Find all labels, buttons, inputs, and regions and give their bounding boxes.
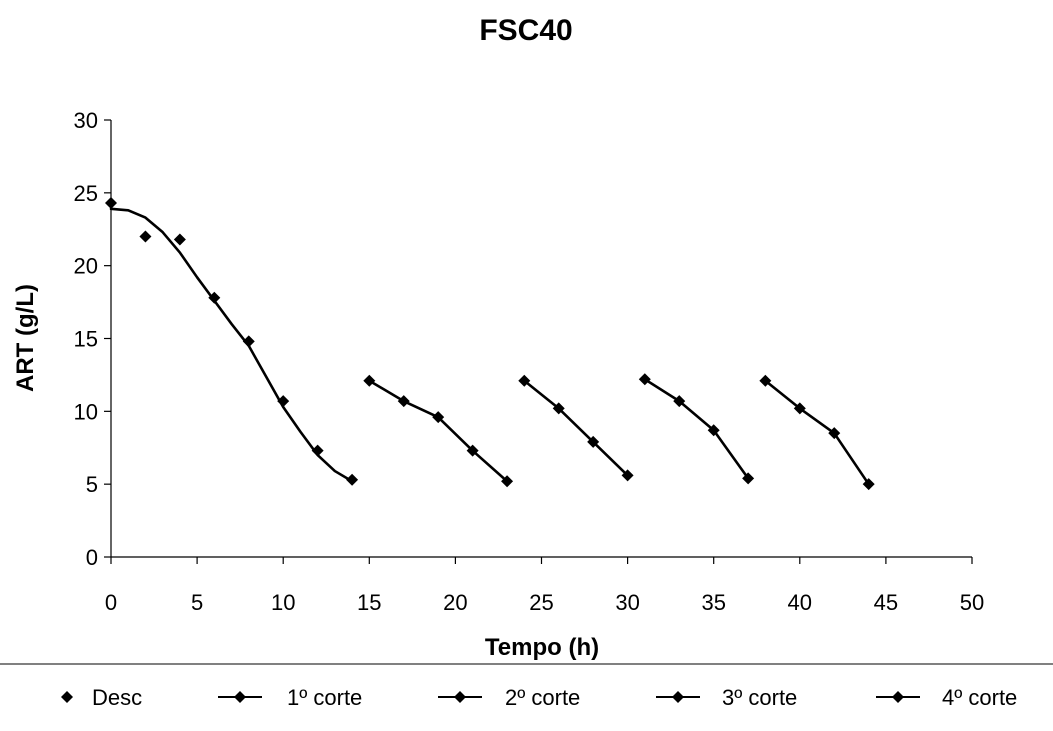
chart-title: FSC40 xyxy=(479,14,572,47)
legend-item: 3º corte xyxy=(656,685,797,710)
series-layer xyxy=(105,197,875,491)
data-point xyxy=(793,402,806,415)
x-axis-label: Tempo (h) xyxy=(485,634,599,661)
data-point xyxy=(242,335,255,348)
data-point xyxy=(501,475,514,488)
data-point xyxy=(587,435,600,448)
series-line xyxy=(109,207,354,483)
series-4º corte xyxy=(759,374,875,491)
y-axis-label: ART (g/L) xyxy=(12,284,39,392)
x-tick-label: 40 xyxy=(788,590,812,615)
y-tick-label: 30 xyxy=(74,108,98,133)
data-point xyxy=(277,395,290,408)
y-ticks: 0 5 10 15 20 25 30 xyxy=(74,108,111,570)
legend-item: 2º corte xyxy=(438,685,580,710)
series-line xyxy=(643,377,750,480)
x-tick-label: 10 xyxy=(271,590,295,615)
data-point xyxy=(759,374,772,387)
legend-marker xyxy=(61,691,73,703)
data-point xyxy=(707,424,720,437)
y-tick-label: 10 xyxy=(74,399,98,424)
y-tick-label: 0 xyxy=(86,545,98,570)
series-1º corte xyxy=(363,374,514,488)
data-point xyxy=(673,395,686,408)
data-point xyxy=(828,427,841,440)
series-line xyxy=(522,379,629,477)
x-tick-label: 20 xyxy=(443,590,467,615)
legend-marker xyxy=(672,691,684,703)
y-tick-label: 5 xyxy=(86,472,98,497)
y-tick-label: 15 xyxy=(74,327,98,352)
legend: Desc 1º corte 2º corte 3º corte 4º corte xyxy=(61,685,1017,710)
data-point xyxy=(742,472,755,485)
data-point xyxy=(518,374,531,387)
series-2º corte xyxy=(518,374,634,482)
x-tick-label: 0 xyxy=(105,590,117,615)
data-point xyxy=(862,478,875,491)
legend-marker xyxy=(234,691,246,703)
x-tick-label: 35 xyxy=(701,590,725,615)
data-point xyxy=(311,444,324,457)
x-tick-label: 15 xyxy=(357,590,381,615)
x-tick-label: 50 xyxy=(960,590,984,615)
series-line xyxy=(764,379,870,486)
legend-marker xyxy=(892,691,904,703)
plot-area: 0 5 10 15 20 25 30 0 5 10 15 20 25 30 35 40 45 50 xyxy=(74,108,985,615)
data-point xyxy=(139,230,152,243)
legend-label: Desc xyxy=(92,685,142,710)
series-line xyxy=(367,379,509,483)
legend-marker xyxy=(454,691,466,703)
legend-label: 1º corte xyxy=(287,685,362,710)
y-tick-label: 20 xyxy=(74,254,98,279)
data-point xyxy=(397,395,410,408)
legend-item: 1º corte xyxy=(218,685,362,710)
data-point xyxy=(363,374,376,387)
data-point xyxy=(208,291,221,304)
x-tick-label: 5 xyxy=(191,590,203,615)
legend-item: 4º corte xyxy=(876,685,1017,710)
data-point xyxy=(432,411,445,424)
x-ticks: 0 5 10 15 20 25 30 35 40 45 50 xyxy=(105,557,984,615)
x-tick-label: 25 xyxy=(529,590,553,615)
data-point xyxy=(346,473,359,486)
legend-label: 2º corte xyxy=(505,685,580,710)
legend-item: Desc xyxy=(61,685,142,710)
data-point xyxy=(105,197,117,210)
legend-label: 3º corte xyxy=(722,685,797,710)
data-point xyxy=(638,373,651,386)
data-point xyxy=(552,402,565,415)
y-tick-label: 25 xyxy=(74,181,98,206)
x-tick-label: 30 xyxy=(615,590,639,615)
data-point xyxy=(173,233,186,246)
x-tick-label: 45 xyxy=(874,590,898,615)
data-point xyxy=(621,469,634,482)
data-point xyxy=(466,444,479,457)
legend-label: 4º corte xyxy=(942,685,1017,710)
series-Desc xyxy=(105,197,359,486)
series-3º corte xyxy=(638,373,755,485)
